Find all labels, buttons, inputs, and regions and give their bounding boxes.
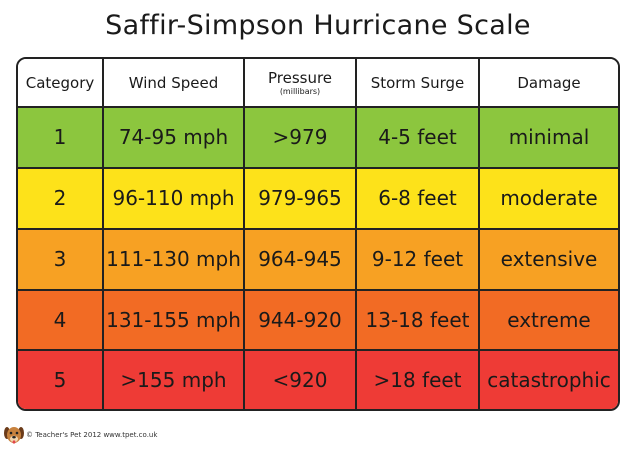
cell-pressure: 979-965: [243, 166, 357, 230]
cell-storm-surge: 6-8 feet: [355, 166, 480, 230]
dog-mascot-icon: [3, 423, 25, 451]
cell-wind-speed: 96-110 mph: [102, 166, 245, 230]
header-storm-surge: Storm Surge: [355, 59, 480, 108]
page-title: Saffir-Simpson Hurricane Scale: [105, 10, 531, 41]
cell-category: 3: [18, 227, 104, 291]
header-category: Category: [18, 59, 104, 108]
cell-storm-surge: 13-18 feet: [355, 288, 480, 352]
header-row: Category Wind Speed Pressure (millibars)…: [18, 59, 618, 108]
cell-damage: moderate: [478, 166, 618, 230]
cell-category: 5: [18, 349, 104, 409]
cell-wind-speed: 131-155 mph: [102, 288, 245, 352]
cell-category: 2: [18, 166, 104, 230]
cell-category: 4: [18, 288, 104, 352]
header-pressure: Pressure (millibars): [243, 59, 357, 108]
cell-pressure: >979: [243, 106, 357, 169]
table-row-category-4: 4 131-155 mph 944-920 13-18 feet extreme: [18, 288, 618, 352]
cell-storm-surge: 9-12 feet: [355, 227, 480, 291]
header-damage: Damage: [478, 59, 618, 108]
cell-wind-speed: 74-95 mph: [102, 106, 245, 169]
cell-damage: extensive: [478, 227, 618, 291]
cell-wind-speed: >155 mph: [102, 349, 245, 409]
footer: © Teacher's Pet 2012 www.tpet.co.uk: [0, 420, 636, 450]
cell-storm-surge: 4-5 feet: [355, 106, 480, 169]
header-pressure-label: Pressure: [267, 68, 333, 87]
cell-storm-surge: >18 feet: [355, 349, 480, 409]
table-row-category-1: 1 74-95 mph >979 4-5 feet minimal: [18, 106, 618, 169]
cell-pressure: <920: [243, 349, 357, 409]
cell-pressure: 944-920: [243, 288, 357, 352]
cell-category: 1: [18, 106, 104, 169]
copyright-text: © Teacher's Pet 2012 www.tpet.co.uk: [26, 431, 158, 439]
header-pressure-unit: (millibars): [279, 86, 321, 96]
cell-damage: catastrophic: [478, 349, 618, 409]
table-row-category-3: 3 111-130 mph 964-945 9-12 feet extensiv…: [18, 227, 618, 291]
header-wind-speed: Wind Speed: [102, 59, 245, 108]
cell-damage: minimal: [478, 106, 618, 169]
cell-pressure: 964-945: [243, 227, 357, 291]
table-row-category-2: 2 96-110 mph 979-965 6-8 feet moderate: [18, 166, 618, 230]
hurricane-scale-table: Category Wind Speed Pressure (millibars)…: [18, 59, 618, 409]
hurricane-scale-table-frame: Category Wind Speed Pressure (millibars)…: [16, 57, 620, 411]
table-row-category-5: 5 >155 mph <920 >18 feet catastrophic: [18, 349, 618, 409]
cell-wind-speed: 111-130 mph: [102, 227, 245, 291]
cell-damage: extreme: [478, 288, 618, 352]
